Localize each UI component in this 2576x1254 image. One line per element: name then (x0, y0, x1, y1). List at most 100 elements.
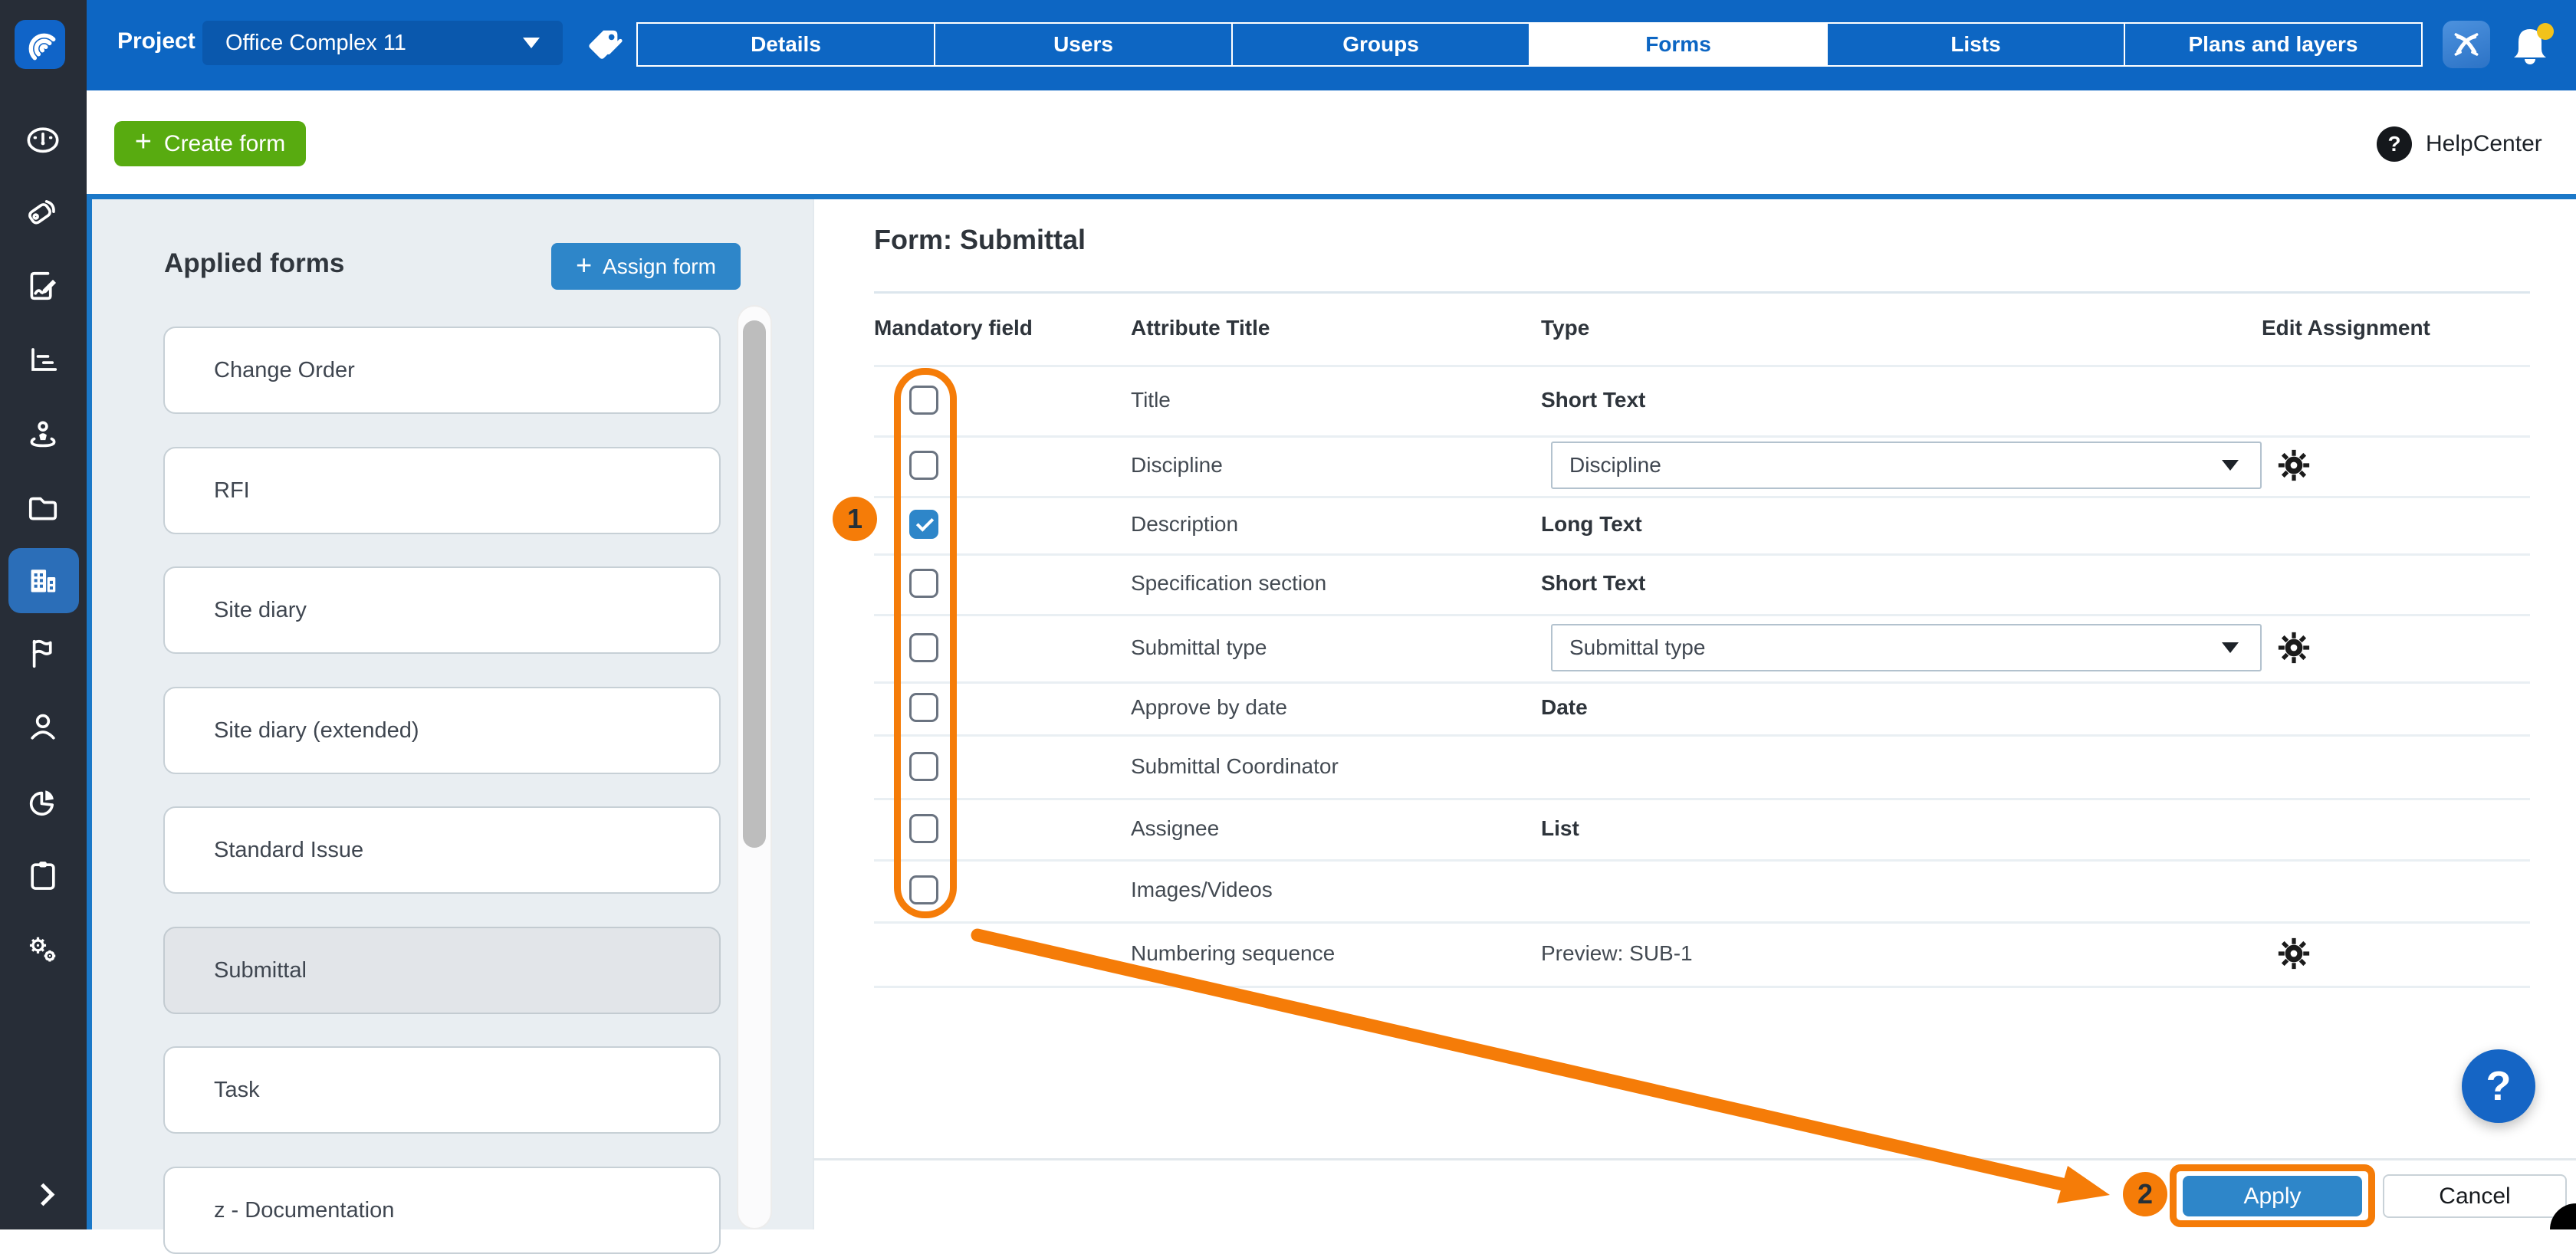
project-dropdown[interactable]: Office Complex 11 (202, 21, 563, 65)
chevron-down-icon (523, 38, 540, 48)
annotation-step-1-badge: 1 (833, 497, 877, 541)
folder-icon[interactable] (21, 486, 64, 529)
mandatory-checkbox-submittal-type[interactable] (909, 633, 938, 662)
clipboard-icon[interactable] (21, 854, 64, 897)
horizontal-divider (87, 194, 2576, 199)
project-dropdown-value: Office Complex 11 (225, 30, 406, 55)
annotation-checkbox-column-highlight (894, 368, 957, 918)
row-divider (874, 734, 2530, 737)
attribute-label: Images/Videos (1131, 878, 1273, 901)
submittal-type-dropdown[interactable]: Submittal type (1551, 624, 2262, 671)
form-card-label: Site diary (214, 597, 307, 622)
assign-form-label: Assign form (603, 254, 716, 278)
tab-plans-and-layers[interactable]: Plans and layers (2124, 22, 2423, 67)
question-mark-icon: ? (2486, 1063, 2512, 1109)
dropdown-value: Submittal type (1569, 635, 1706, 659)
app-logo-icon[interactable] (15, 20, 65, 69)
column-header-attribute: Attribute Title (1131, 316, 1270, 340)
dropdown-value: Discipline (1569, 453, 1661, 477)
form-card-submittal[interactable]: Submittal (163, 927, 721, 1014)
tab-details[interactable]: Details (636, 22, 935, 67)
form-card-label: Change Order (214, 357, 355, 382)
tab-users[interactable]: Users (934, 22, 1233, 67)
type-value: List (1541, 816, 1579, 840)
helpcenter-label: HelpCenter (2426, 131, 2542, 156)
form-card-z-documentation[interactable]: z - Documentation (163, 1167, 721, 1254)
notifications-bell-icon[interactable] (2509, 23, 2555, 71)
person-icon[interactable] (21, 706, 64, 749)
gear-icon[interactable] (2278, 449, 2310, 481)
type-value: Long Text (1541, 512, 1642, 536)
attribute-label: Approve by date (1131, 695, 1287, 719)
flag-icon[interactable] (21, 632, 64, 675)
plus-icon: + (134, 126, 152, 158)
attribute-label: Numbering sequence (1131, 941, 1336, 965)
chevron-down-icon (2222, 642, 2239, 653)
helpcenter-link[interactable]: ? HelpCenter (2377, 125, 2542, 163)
assign-form-button[interactable]: + Assign form (551, 243, 741, 290)
row-divider (874, 496, 2530, 498)
form-card-standard-issue[interactable]: Standard Issue (163, 806, 721, 894)
tab-groups[interactable]: Groups (1231, 22, 1530, 67)
tab-forms[interactable]: Forms (1529, 22, 1828, 67)
annotation-step-2-badge: 2 (2123, 1172, 2167, 1216)
vertical-divider (87, 194, 92, 1229)
form-card-rfi[interactable]: RFI (163, 447, 721, 534)
column-header-edit-assignment: Edit Assignment (2262, 316, 2430, 340)
mandatory-checkbox-discipline[interactable] (909, 451, 938, 480)
form-card-label: Submittal (214, 957, 307, 983)
form-card-label: Task (214, 1077, 260, 1102)
question-mark-icon: ? (2377, 126, 2412, 162)
cancel-button[interactable]: Cancel (2383, 1174, 2567, 1218)
gear-icon[interactable] (2278, 632, 2310, 664)
discipline-dropdown[interactable]: Discipline (1551, 442, 2262, 489)
tags-icon[interactable] (21, 190, 64, 233)
attribute-label: Assignee (1131, 816, 1220, 840)
mandatory-checkbox-specification-section[interactable] (909, 569, 938, 598)
form-card-site-diary[interactable]: Site diary (163, 566, 721, 654)
site-position-icon[interactable] (21, 412, 64, 455)
plus-icon: + (576, 248, 593, 281)
apps-icon[interactable] (2443, 21, 2490, 68)
cancel-label: Cancel (2439, 1183, 2511, 1209)
scrollbar-thumb[interactable] (743, 320, 766, 848)
pie-chart-icon[interactable] (21, 780, 64, 823)
footer-divider (813, 1158, 2576, 1160)
tag-icon[interactable] (586, 26, 624, 64)
gear-icon[interactable] (2278, 937, 2310, 970)
reports-chart-icon[interactable] (21, 338, 64, 381)
attribute-label: Submittal Coordinator (1131, 754, 1339, 778)
form-card-change-order[interactable]: Change Order (163, 327, 721, 414)
row-divider (874, 553, 2530, 556)
attribute-label: Description (1131, 512, 1239, 536)
form-detail-panel (813, 199, 2576, 1229)
mandatory-checkbox-assignee[interactable] (909, 814, 938, 843)
tab-lists[interactable]: Lists (1826, 22, 2125, 67)
attribute-label: Title (1131, 388, 1171, 412)
form-card-label: Standard Issue (214, 837, 364, 862)
mandatory-checkbox-approve-by-date[interactable] (909, 693, 938, 722)
create-form-button[interactable]: + Create form (114, 121, 306, 166)
mandatory-checkbox-description[interactable] (909, 510, 938, 539)
attribute-label: Specification section (1131, 571, 1327, 595)
type-value: Date (1541, 695, 1588, 719)
dashboard-gauge-icon[interactable] (21, 118, 64, 161)
project-tabs: Details Users Groups Forms Lists Plans a… (636, 22, 2423, 67)
type-value: Short Text (1541, 571, 1646, 595)
numbering-preview-value: Preview: SUB-1 (1541, 941, 1693, 965)
type-value: Short Text (1541, 388, 1646, 412)
floating-help-button[interactable]: ? (2462, 1049, 2535, 1123)
chevron-right-icon[interactable] (21, 1173, 64, 1216)
apply-button[interactable]: Apply (2183, 1176, 2362, 1216)
row-divider (874, 435, 2530, 438)
form-card-site-diary-extended[interactable]: Site diary (extended) (163, 687, 721, 774)
apply-button-highlight (2170, 1164, 2375, 1227)
row-divider (874, 986, 2530, 988)
gears-icon[interactable] (21, 928, 64, 971)
mandatory-checkbox-submittal-coordinator[interactable] (909, 752, 938, 781)
building-icon[interactable] (21, 559, 64, 602)
form-edit-icon[interactable] (21, 264, 64, 307)
form-card-task[interactable]: Task (163, 1046, 721, 1134)
attribute-label: Submittal type (1131, 635, 1267, 659)
applied-forms-title: Applied forms (164, 248, 345, 278)
